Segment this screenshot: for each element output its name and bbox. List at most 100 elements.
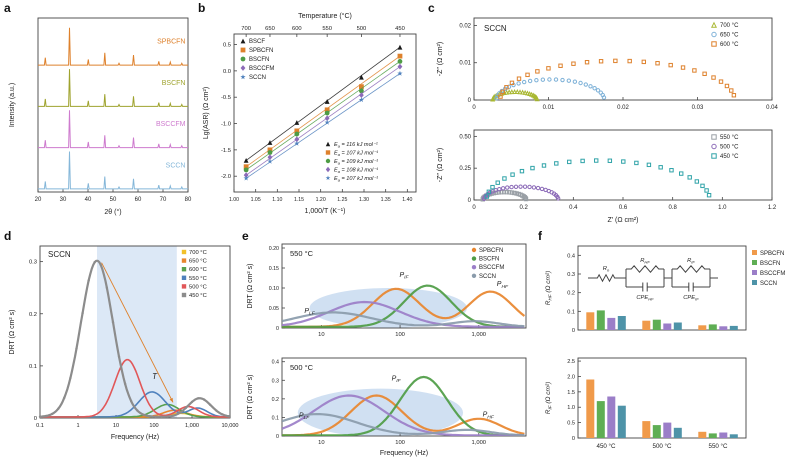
svg-text:0.0: 0.0 xyxy=(223,69,231,75)
svg-text:550 °C: 550 °C xyxy=(189,276,207,282)
svg-text:0.03: 0.03 xyxy=(692,105,704,111)
svg-text:BSCCFM: BSCCFM xyxy=(249,66,274,72)
svg-text:0.05: 0.05 xyxy=(269,306,279,312)
svg-text:BSCFN: BSCFN xyxy=(479,257,499,263)
svg-text:0.3: 0.3 xyxy=(272,378,279,384)
svg-text:-0.5: -0.5 xyxy=(221,95,231,101)
svg-text:0: 0 xyxy=(276,434,279,440)
svg-text:-Z″ (Ω cm²): -Z″ (Ω cm²) xyxy=(437,42,444,77)
svg-text:RHF (Ω cm²): RHF (Ω cm²) xyxy=(545,271,553,305)
svg-text:0.20: 0.20 xyxy=(269,246,279,252)
svg-text:0.10: 0.10 xyxy=(269,286,279,292)
svg-text:-1.0: -1.0 xyxy=(221,122,231,128)
svg-text:1: 1 xyxy=(76,423,79,429)
svg-text:BSCFN: BSCFN xyxy=(162,80,186,87)
panel-a-label: a xyxy=(4,1,11,15)
svg-text:500 °C: 500 °C xyxy=(720,145,739,151)
panel-f: f 0 0.1 0.2 0.3 0.4 RHF (Ω cm²) 0 0.5 1.0 1.5 2.0 2… xyxy=(538,229,796,460)
panel-f-label: f xyxy=(538,229,542,243)
svg-text:40: 40 xyxy=(85,197,92,203)
svg-text:450 °C: 450 °C xyxy=(189,293,207,299)
svg-text:1.10: 1.10 xyxy=(272,197,282,203)
svg-text:SPBCFN: SPBCFN xyxy=(249,48,273,54)
svg-text:10,000: 10,000 xyxy=(221,423,238,429)
svg-text:1.35: 1.35 xyxy=(381,197,391,203)
svg-text:BSCFN: BSCFN xyxy=(760,261,780,267)
svg-text:0.02: 0.02 xyxy=(459,23,471,29)
svg-text:2.0: 2.0 xyxy=(567,374,575,380)
svg-text:CPEIF: CPEIF xyxy=(683,295,699,301)
svg-text:PHF: PHF xyxy=(483,412,495,421)
svg-text:100: 100 xyxy=(395,440,405,446)
svg-text:700: 700 xyxy=(241,26,251,32)
svg-text:1,000: 1,000 xyxy=(185,423,199,429)
svg-text:RIF: RIF xyxy=(687,258,695,264)
svg-text:RHF: RHF xyxy=(640,258,650,264)
svg-text:0.50: 0.50 xyxy=(459,134,471,140)
svg-text:500 °C: 500 °C xyxy=(189,284,207,290)
svg-text:50: 50 xyxy=(110,197,117,203)
svg-text:0.01: 0.01 xyxy=(459,61,471,67)
svg-text:-2.0: -2.0 xyxy=(221,174,231,180)
svg-text:0.01: 0.01 xyxy=(543,105,555,111)
svg-text:0.4: 0.4 xyxy=(272,360,279,366)
svg-text:700 °C: 700 °C xyxy=(720,23,739,29)
svg-text:SCCN: SCCN xyxy=(479,274,496,280)
svg-text:1.00: 1.00 xyxy=(229,197,239,203)
resistance-bar-charts: 0 0.1 0.2 0.3 0.4 RHF (Ω cm²) 0 0.5 1.0 1.5 2.0 2.5… xyxy=(545,245,785,450)
panel-e: e 10 100 1,000 0 0.05 0.10 0.15 0.20 PLF PIF PHF 55… xyxy=(242,229,536,460)
svg-text:0: 0 xyxy=(468,198,472,204)
svg-text:10: 10 xyxy=(318,440,324,446)
svg-text:20: 20 xyxy=(35,197,42,203)
panel-e-label: e xyxy=(242,229,249,243)
svg-text:0.04: 0.04 xyxy=(766,105,778,111)
svg-text:SCCN: SCCN xyxy=(484,24,507,33)
nyquist-charts: 0 0.01 0.02 0.03 0.04 0 0.01 0.02 -Z″ (Ω cm²) 700… xyxy=(437,17,778,224)
svg-text:Ea = 108 kJ mol⁻¹: Ea = 108 kJ mol⁻¹ xyxy=(334,168,378,174)
svg-text:DRT (Ω cm² s): DRT (Ω cm² s) xyxy=(9,309,16,354)
svg-text:0: 0 xyxy=(472,105,476,111)
svg-text:100: 100 xyxy=(149,423,158,429)
svg-text:600: 600 xyxy=(292,26,302,32)
svg-text:550 °C: 550 °C xyxy=(709,443,729,450)
drt-comparison-charts: 10 100 1,00000.050.100.150.20PLFPIFPHF550 … xyxy=(247,243,527,457)
svg-text:650 °C: 650 °C xyxy=(720,33,739,39)
svg-text:T: T xyxy=(152,372,158,381)
svg-text:1.0: 1.0 xyxy=(567,405,575,411)
svg-text:PIF: PIF xyxy=(392,375,402,384)
svg-text:Temperature (°C): Temperature (°C) xyxy=(298,12,352,20)
svg-text:1.05: 1.05 xyxy=(251,197,261,203)
svg-text:0.5: 0.5 xyxy=(223,43,231,49)
svg-text:1.5: 1.5 xyxy=(567,390,575,396)
svg-text:0.15: 0.15 xyxy=(269,266,279,272)
svg-text:1.25: 1.25 xyxy=(337,197,347,203)
svg-text:BSCCFM: BSCCFM xyxy=(479,265,504,271)
svg-text:Frequency (Hz): Frequency (Hz) xyxy=(380,450,428,457)
svg-text:1.0: 1.0 xyxy=(718,205,727,211)
svg-text:0.1: 0.1 xyxy=(36,423,44,429)
svg-text:0.1: 0.1 xyxy=(272,415,279,421)
svg-text:1.30: 1.30 xyxy=(359,197,369,203)
svg-text:0.02: 0.02 xyxy=(617,105,629,111)
svg-text:650 °C: 650 °C xyxy=(189,259,207,265)
panel-c-label: c xyxy=(428,1,435,15)
svg-text:-1.5: -1.5 xyxy=(221,148,231,154)
svg-text:1,000/T (K⁻¹): 1,000/T (K⁻¹) xyxy=(305,208,346,215)
svg-text:0: 0 xyxy=(472,205,476,211)
svg-text:SPBCFN: SPBCFN xyxy=(157,39,185,46)
panel-b: b 1.00 1.05 1.10 1.15 1.20 1.25 1.30 1.35 1.40 -2… xyxy=(198,1,426,228)
svg-text:0: 0 xyxy=(468,98,472,104)
svg-text:-Z″ (Ω cm²): -Z″ (Ω cm²) xyxy=(437,148,444,183)
svg-text:Ea = 116 kJ mol⁻¹: Ea = 116 kJ mol⁻¹ xyxy=(334,142,378,148)
svg-text:2.5: 2.5 xyxy=(567,359,575,365)
svg-text:Ro: Ro xyxy=(603,266,610,272)
svg-text:0.2: 0.2 xyxy=(567,291,575,297)
svg-text:0: 0 xyxy=(572,328,575,334)
svg-text:100: 100 xyxy=(395,332,405,338)
svg-text:0.6: 0.6 xyxy=(619,205,628,211)
svg-text:BSCF: BSCF xyxy=(249,39,265,45)
svg-text:650: 650 xyxy=(265,26,275,32)
svg-text:0.1: 0.1 xyxy=(29,364,37,370)
svg-text:550 °C: 550 °C xyxy=(720,135,739,141)
